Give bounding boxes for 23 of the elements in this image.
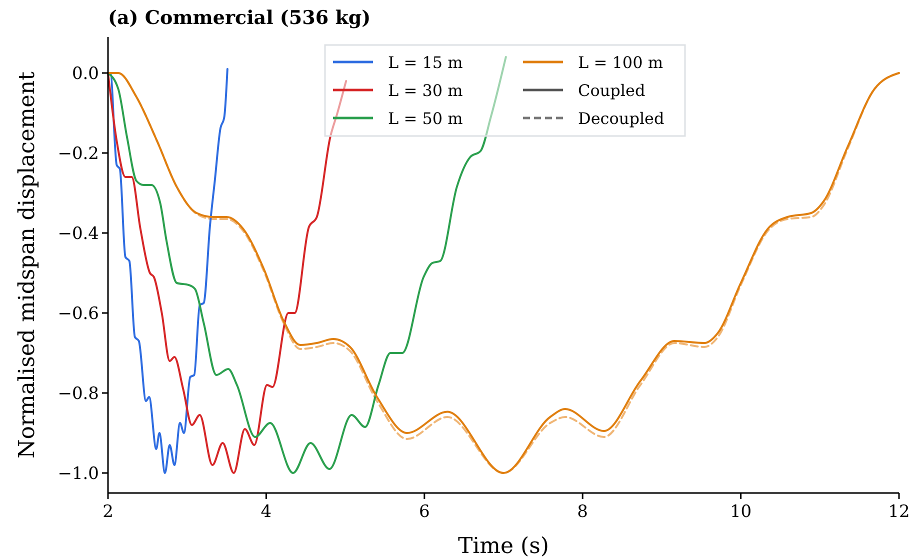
legend-label: L = 50 m (388, 109, 463, 128)
y-tick-label: −1.0 (58, 464, 99, 484)
x-tick-label: 12 (888, 502, 910, 522)
chart-title: (a) Commercial (536 kg) (108, 7, 371, 29)
y-axis-title: Normalised midspan displacement (15, 71, 40, 458)
legend-label: Coupled (578, 81, 646, 100)
x-tick-label: 4 (260, 502, 272, 522)
x-axis-title: Time (s) (458, 534, 550, 559)
x-tick-label: 6 (418, 502, 430, 522)
legend-label: L = 15 m (388, 53, 463, 72)
y-tick-label: −0.6 (58, 304, 99, 324)
y-tick-label: −0.8 (58, 384, 99, 404)
legend-label: L = 100 m (578, 53, 663, 72)
x-tick-label: 10 (730, 502, 752, 522)
legend-label: Decoupled (578, 109, 664, 128)
line-series (107, 56, 507, 474)
y-tick-label: 0.0 (72, 64, 99, 84)
y-tick-label: −0.2 (58, 144, 99, 164)
y-tick-label: −0.4 (58, 224, 99, 244)
x-tick-label: 2 (102, 502, 114, 522)
line-series (107, 72, 900, 474)
legend-label: L = 30 m (388, 81, 463, 100)
x-tick-label: 8 (577, 502, 588, 522)
